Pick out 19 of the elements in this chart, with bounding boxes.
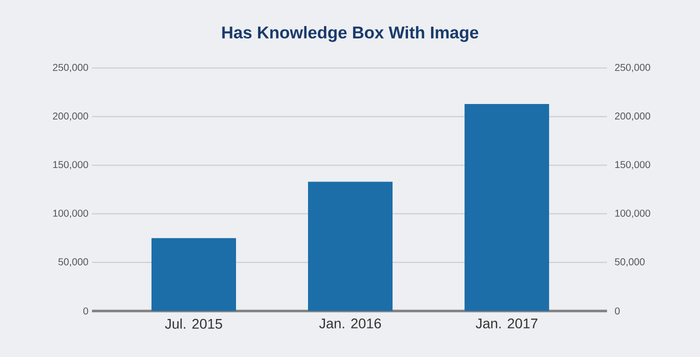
x-tick-label: Jan. 2017 [476, 318, 538, 328]
y2-tick-label: 50,000 [614, 258, 645, 267]
y-tick-label: 100,000 [53, 210, 88, 218]
y-tick-label: 0 [83, 307, 88, 315]
y-tick-label: 50,000 [58, 258, 88, 267]
bar [151, 238, 236, 311]
bar [308, 182, 393, 311]
y2-tick-label: 100,000 [615, 210, 650, 218]
x-tick-label: Jul. 2015 [165, 318, 222, 329]
y-tick-label: 250,000 [52, 64, 88, 72]
x-tick-label: Jan. 2016 [319, 318, 381, 328]
y2-tick-label: 150,000 [615, 161, 650, 170]
chart-title: Has Knowledge Box With Image [222, 26, 478, 42]
y2-tick-label: 0 [614, 307, 620, 315]
y-tick-label: 200,000 [52, 112, 88, 121]
y2-tick-label: 250,000 [615, 64, 650, 72]
y2-tick-label: 200,000 [615, 112, 650, 121]
bar [464, 104, 550, 311]
y-tick-label: 150,000 [53, 161, 88, 170]
